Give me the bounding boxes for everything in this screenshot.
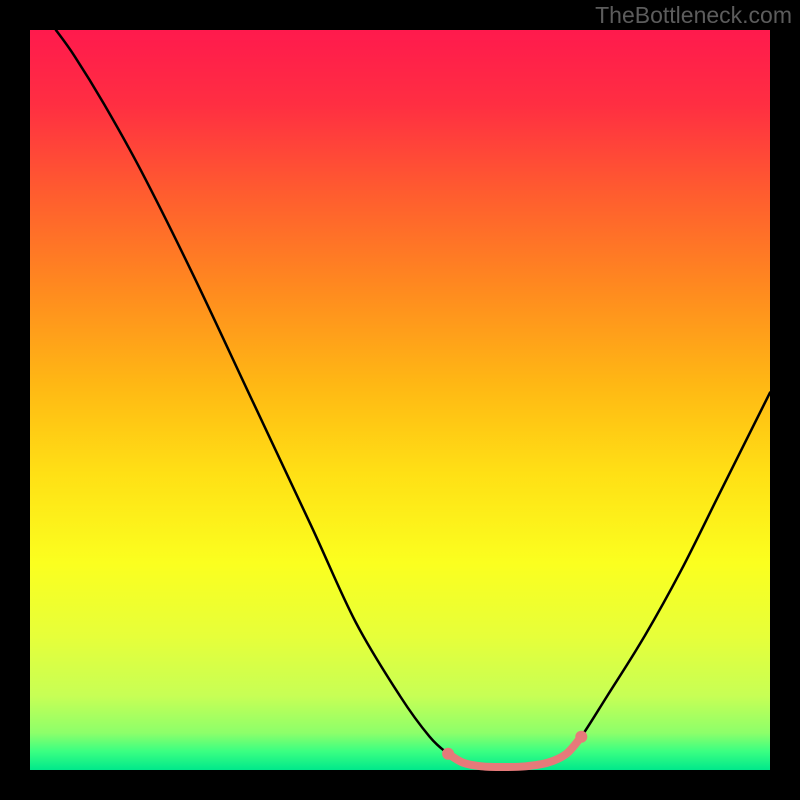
- bottleneck-chart: [0, 0, 800, 800]
- watermark-text: TheBottleneck.com: [595, 2, 792, 29]
- plot-gradient: [30, 30, 770, 770]
- highlight-end-dot: [575, 731, 587, 743]
- highlight-start-dot: [442, 748, 454, 760]
- chart-container: TheBottleneck.com: [0, 0, 800, 800]
